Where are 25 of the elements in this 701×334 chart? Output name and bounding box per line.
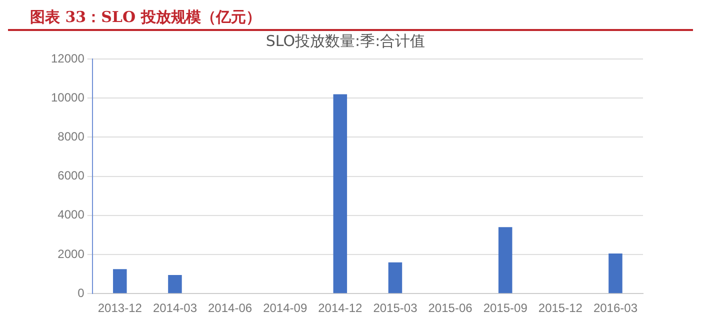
bar [113,269,127,294]
x-tick-label: 2016-03 [593,301,638,316]
y-tick-label: 4000 [58,208,85,222]
bar [498,227,512,294]
y-tick-label: 6000 [58,168,85,183]
x-tick-label: 2015-12 [538,301,583,316]
x-tick-label: 2013-12 [98,301,142,316]
x-tick-label: 2014-03 [152,301,198,316]
bar [608,254,622,294]
x-tick-label: 2014-12 [318,301,362,316]
x-tick-label: 2015-06 [428,301,473,316]
bar [168,275,182,294]
y-tick-label: 12000 [50,51,85,66]
bar [388,262,402,294]
y-tick-label: 10000 [50,90,85,104]
chart-title: 图表 33：SLO 投放规模（亿元） [8,8,693,31]
x-tick-label: 2015-03 [373,301,418,316]
x-tick-label: 2014-09 [263,301,308,316]
x-tick-label: 2014-06 [208,301,252,316]
y-tick-label: 0 [78,286,85,300]
y-tick-label: 2000 [58,246,85,261]
y-tick-label: 8000 [58,130,85,144]
bar [333,94,348,294]
chart-subtitle: SLO投放数量:季:合计值 [266,32,426,50]
x-tick-label: 2015-09 [483,301,528,316]
